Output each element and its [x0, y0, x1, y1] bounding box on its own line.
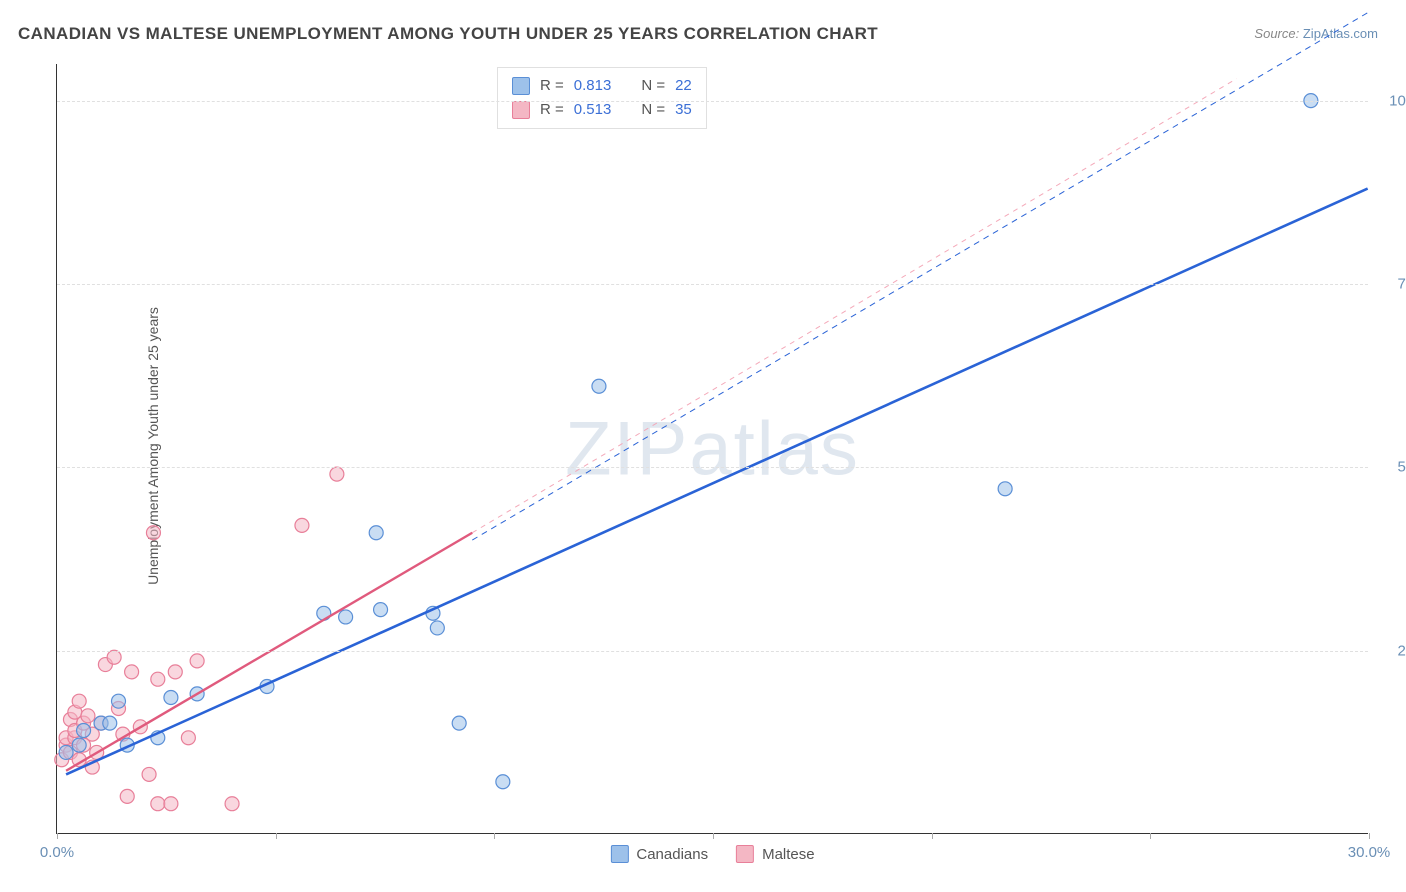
data-point-canadians [260, 680, 274, 694]
data-point-maltese [63, 712, 77, 726]
series-legend: Canadians Maltese [610, 845, 814, 863]
data-point-maltese [330, 467, 344, 481]
gridline [57, 284, 1368, 285]
swatch-canadians [512, 77, 530, 95]
data-point-canadians [998, 482, 1012, 496]
data-point-maltese [72, 694, 86, 708]
y-tick-label: 100.0% [1376, 92, 1406, 109]
x-tick-mark [1369, 833, 1370, 839]
plot-svg [57, 64, 1368, 833]
scatter-plot: ZIPatlas R = 0.813 N = 22 R = 0.513 N = … [56, 64, 1368, 834]
legend-item-maltese: Maltese [736, 845, 815, 863]
data-point-maltese [59, 738, 73, 752]
data-point-maltese [98, 658, 112, 672]
gridline [57, 467, 1368, 468]
x-tick-label: 0.0% [40, 844, 74, 861]
correlation-legend: R = 0.813 N = 22 R = 0.513 N = 35 [497, 67, 707, 129]
data-point-canadians [430, 621, 444, 635]
data-point-maltese [142, 767, 156, 781]
data-point-canadians [72, 738, 86, 752]
data-point-maltese [63, 745, 77, 759]
data-point-maltese [55, 753, 69, 767]
gridline [57, 101, 1368, 102]
data-point-canadians [59, 745, 73, 759]
data-point-maltese [81, 709, 95, 723]
gridline [57, 651, 1368, 652]
data-point-canadians [77, 723, 91, 737]
n-label: N = [641, 74, 665, 98]
x-tick-mark [1150, 833, 1151, 839]
data-point-maltese [68, 723, 82, 737]
y-tick-label: 25.0% [1376, 642, 1406, 659]
data-point-maltese [133, 720, 147, 734]
n-value-canadians: 22 [675, 74, 692, 98]
data-point-canadians [426, 606, 440, 620]
data-point-maltese [146, 526, 160, 540]
data-point-maltese [164, 797, 178, 811]
data-point-canadians [151, 731, 165, 745]
chart-title: CANADIAN VS MALTESE UNEMPLOYMENT AMONG Y… [18, 24, 878, 44]
data-point-canadians [103, 716, 117, 730]
swatch-maltese [512, 101, 530, 119]
data-point-maltese [68, 705, 82, 719]
data-point-maltese [107, 650, 121, 664]
data-point-canadians [94, 716, 108, 730]
data-point-maltese [116, 727, 130, 741]
data-point-canadians [190, 687, 204, 701]
data-point-canadians [452, 716, 466, 730]
watermark: ZIPatlas [565, 405, 860, 492]
swatch-canadians [610, 845, 628, 863]
data-point-maltese [112, 702, 126, 716]
source-credit: Source: ZipAtlas.com [1254, 26, 1378, 41]
data-point-canadians [164, 691, 178, 705]
data-point-maltese [168, 665, 182, 679]
data-point-canadians [374, 603, 388, 617]
r-value-canadians: 0.813 [574, 74, 612, 98]
legend-label-canadians: Canadians [636, 846, 708, 863]
legend-item-canadians: Canadians [610, 845, 708, 863]
data-point-maltese [59, 731, 73, 745]
swatch-maltese [736, 845, 754, 863]
data-point-maltese [181, 731, 195, 745]
data-point-maltese [190, 654, 204, 668]
y-tick-label: 50.0% [1376, 459, 1406, 476]
data-point-maltese [225, 797, 239, 811]
data-point-canadians [369, 526, 383, 540]
data-point-maltese [120, 789, 134, 803]
legend-label-maltese: Maltese [762, 846, 815, 863]
data-point-maltese [90, 745, 104, 759]
data-point-canadians [496, 775, 510, 789]
x-tick-mark [494, 833, 495, 839]
source-link[interactable]: ZipAtlas.com [1303, 26, 1378, 41]
x-tick-mark [932, 833, 933, 839]
x-tick-mark [57, 833, 58, 839]
data-point-maltese [151, 797, 165, 811]
data-point-maltese [77, 716, 91, 730]
data-point-canadians [112, 694, 126, 708]
source-label: Source: [1254, 26, 1299, 41]
data-point-maltese [85, 727, 99, 741]
data-point-maltese [125, 665, 139, 679]
legend-row-canadians: R = 0.813 N = 22 [512, 74, 692, 98]
data-point-maltese [68, 731, 82, 745]
x-tick-mark [276, 833, 277, 839]
data-point-maltese [77, 738, 91, 752]
data-point-maltese [85, 760, 99, 774]
data-point-maltese [151, 672, 165, 686]
data-point-maltese [94, 716, 108, 730]
data-point-canadians [592, 379, 606, 393]
r-label: R = [540, 74, 564, 98]
data-point-maltese [295, 518, 309, 532]
data-point-canadians [120, 738, 134, 752]
y-tick-label: 75.0% [1376, 276, 1406, 293]
x-tick-label: 30.0% [1348, 844, 1391, 861]
data-point-canadians [339, 610, 353, 624]
x-tick-mark [713, 833, 714, 839]
data-point-maltese [72, 753, 86, 767]
data-point-canadians [317, 606, 331, 620]
